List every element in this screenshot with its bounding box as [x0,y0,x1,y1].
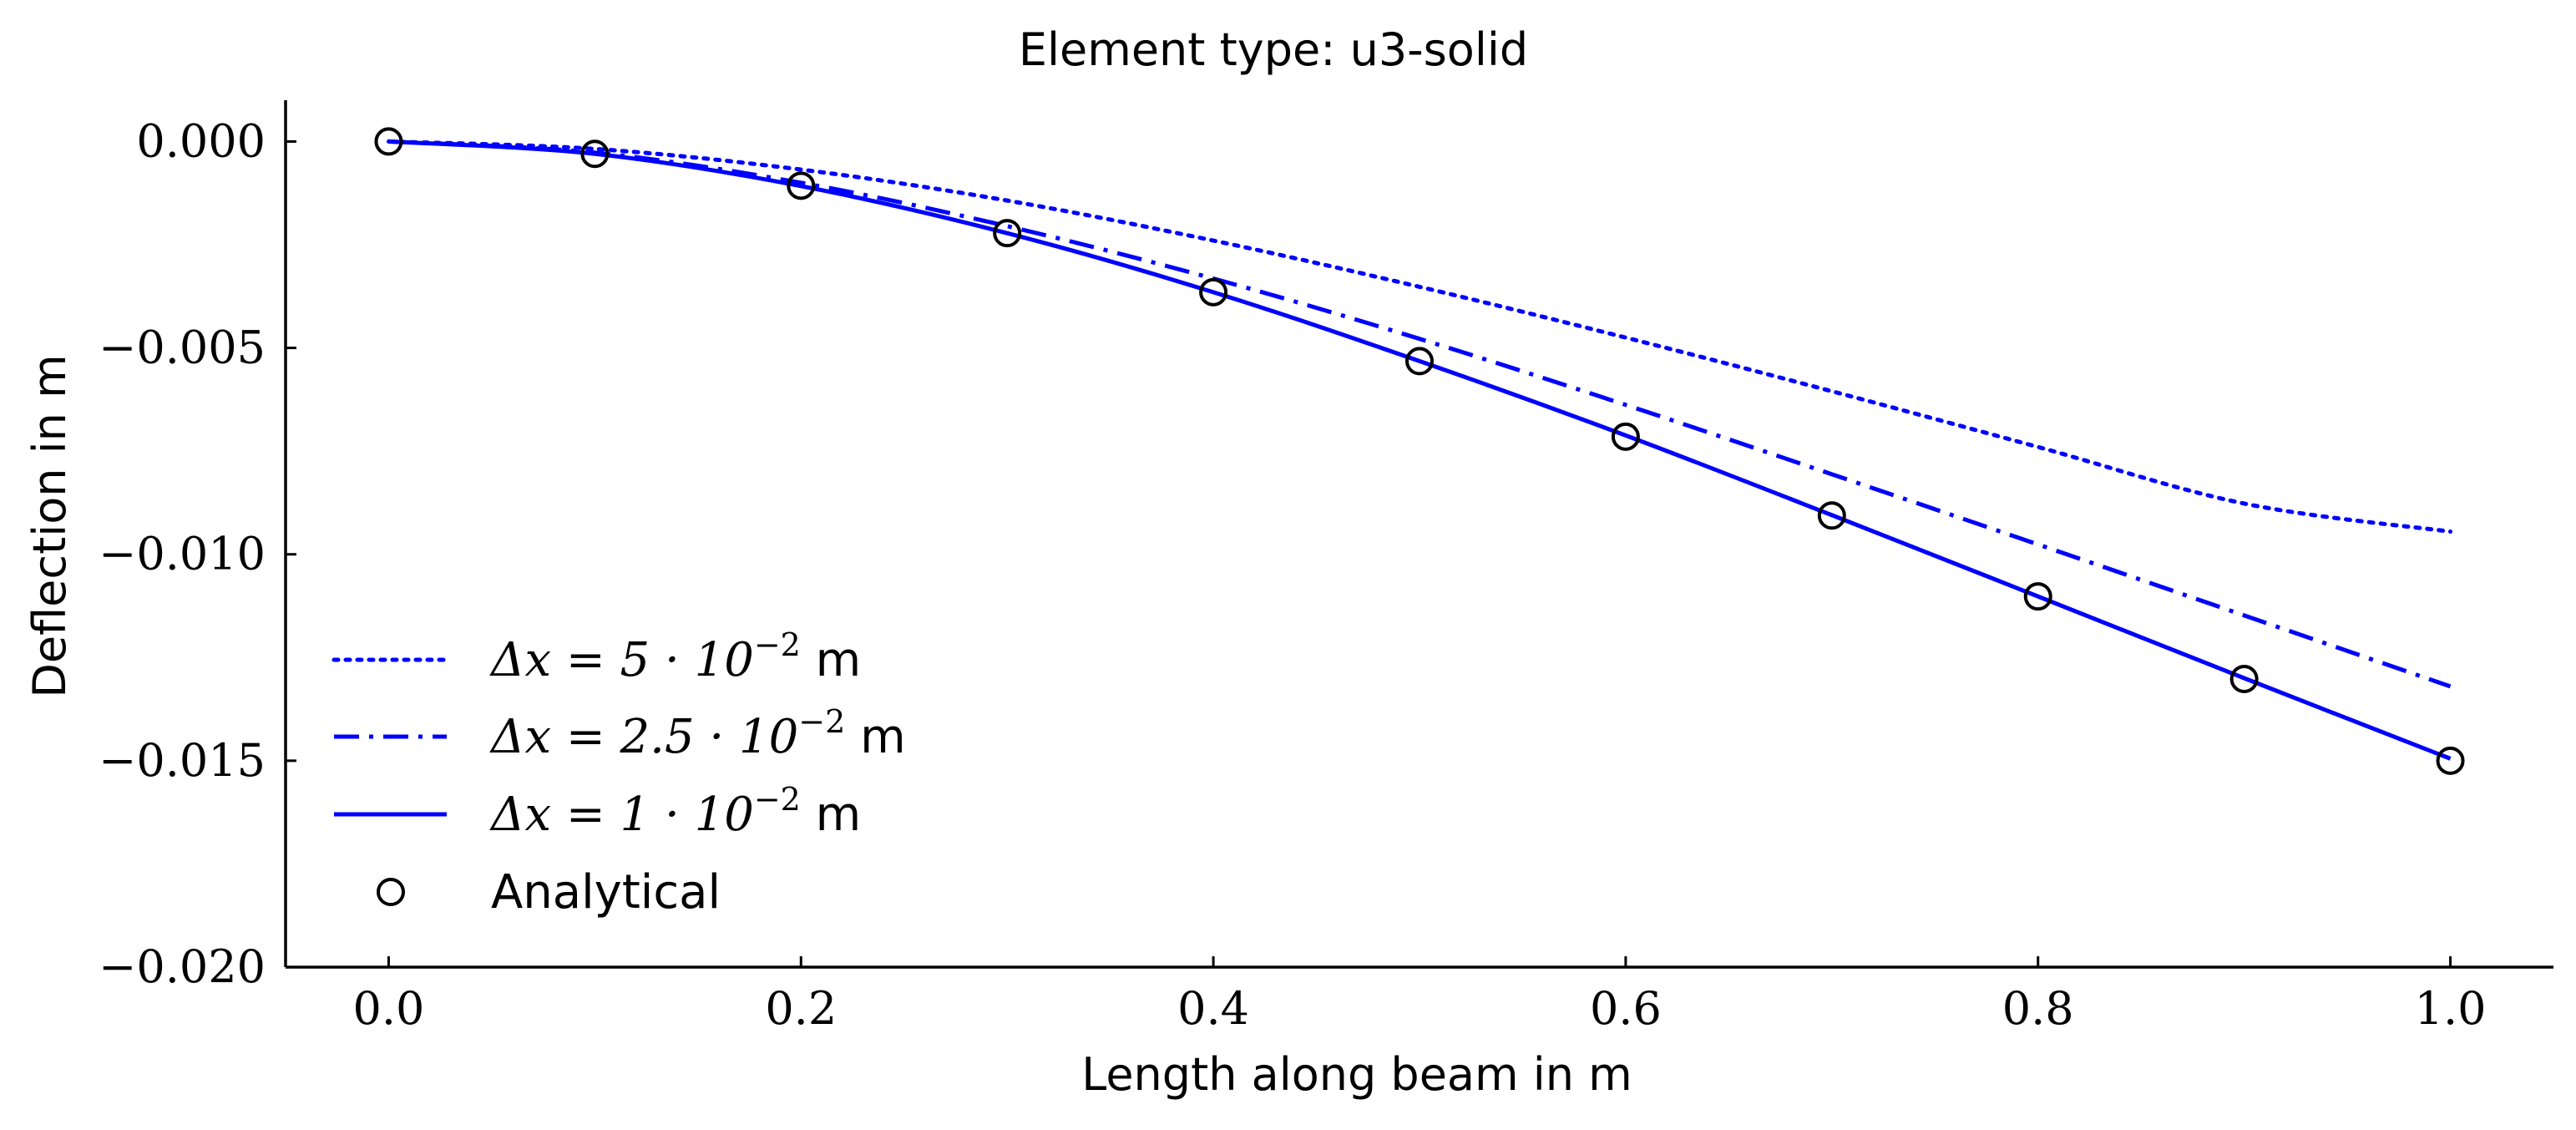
analytical-point [993,219,1022,248]
legend-item: Analytical [377,865,721,920]
legend-marker [377,878,405,906]
series-1 [388,139,2452,689]
x-tick-label: 0.0 [353,982,425,1035]
analytical-point [2229,664,2259,693]
analytical-point [1611,422,1640,451]
x-tick-label: 0.6 [1590,982,1662,1035]
legend-item: Δx = 5 · 10−2 m [331,626,861,687]
series-3 [374,127,2465,775]
analytical-point [2436,746,2465,775]
analytical-point [374,127,403,156]
series-line-solid [388,139,2452,761]
axes [284,100,2553,969]
series-0 [386,139,2453,535]
legend-item: Δx = 1 · 10−2 m [334,781,861,842]
x-tick-label: 1.0 [2415,982,2487,1035]
legend-math: Δx = 1 · 10 [489,788,754,842]
legend-math: Δx = 5 · 10 [489,633,754,687]
analytical-point [1817,501,1846,530]
analytical-point [787,171,816,200]
analytical-point [1199,277,1228,307]
x-tick-label: 0.4 [1177,982,1249,1035]
legend-math: Δx = 2.5 · 10 [489,710,798,764]
analytical-point [580,139,610,169]
x-tick-label: 0.8 [2002,982,2074,1035]
chart-title: Element type: u3-solid [1019,23,1528,76]
x-axis-label: Length along beam in m [1081,1048,1632,1101]
y-tick-label: −0.020 [99,940,266,993]
legend-label: Δx = 1 · 10−2 m [489,781,861,842]
legend-exponent: −2 [798,703,845,740]
legend-text: Analytical [491,865,721,920]
series-line-dashdot [388,139,2452,689]
legend-label: Analytical [491,865,721,920]
legend: Δx = 5 · 10−2 mΔx = 2.5 · 10−2 mΔx = 1 ·… [331,626,906,920]
legend-unit: m [845,710,905,764]
analytical-point [1405,347,1434,376]
legend-exponent: −2 [754,626,801,663]
legend-exponent: −2 [754,781,801,818]
y-tick-label: −0.010 [99,528,266,580]
legend-item: Δx = 2.5 · 10−2 m [334,703,906,764]
series-2 [388,139,2452,761]
legend-unit: m [801,788,861,842]
legend-label: Δx = 2.5 · 10−2 m [489,703,906,764]
series-layer [374,127,2465,775]
analytical-point [2023,582,2052,611]
y-tick-label: 0.000 [136,114,266,167]
y-tick-label: −0.015 [99,734,266,787]
legend-label: Δx = 5 · 10−2 m [489,626,861,687]
y-axis-label: Deflection in m [23,354,76,697]
series-line-dotted [386,139,2453,535]
ticks: 0.0 0.2 0.4 0.6 0.8 1.0 0.000 −0.005 −0.010 −0.01… [99,114,2486,1035]
y-tick-label: −0.005 [99,322,266,374]
legend-unit: m [801,633,861,687]
x-tick-label: 0.2 [765,982,837,1035]
